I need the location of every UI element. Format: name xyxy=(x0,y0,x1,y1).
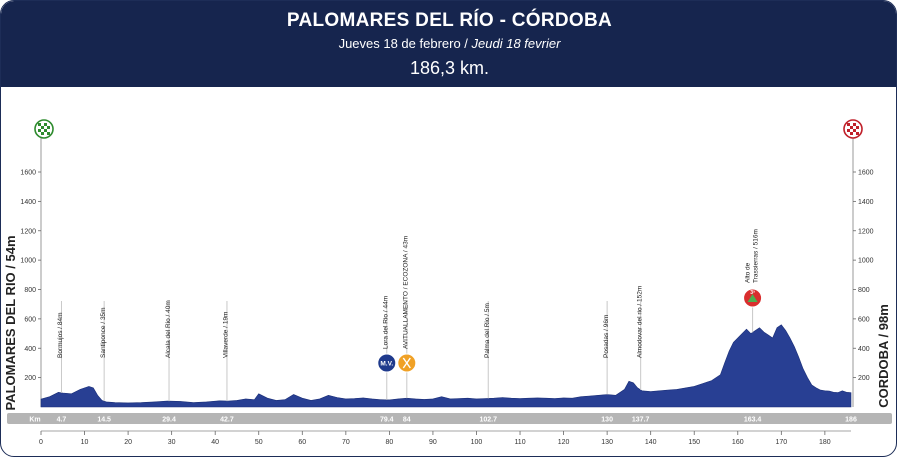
x-tick-label: 40 xyxy=(211,439,219,446)
y-tick-label-left: 1400 xyxy=(20,199,36,206)
point-name-label: Santiponce / 35m xyxy=(100,307,107,358)
start-flag-icon xyxy=(34,119,54,139)
climb-badge-text: 3ª xyxy=(750,290,755,296)
route-point: 186 xyxy=(845,417,857,424)
route-point: 79.4 Lora del Rio / 44m M.V. xyxy=(377,296,397,424)
x-tick-label: 150 xyxy=(688,439,700,446)
y-tick-label-right: 600 xyxy=(858,316,870,323)
y-tick-label-left: 600 xyxy=(24,316,36,323)
km-marker-label: 102.7 xyxy=(479,417,497,424)
point-name-label: AVITUALLAMENTO / ECOZONA / 43m xyxy=(403,236,410,349)
stage-date-es: Jueves 18 de febrero / xyxy=(338,36,468,51)
sprint-badge-text: M.V. xyxy=(380,361,393,368)
x-tick-label: 60 xyxy=(298,439,306,446)
x-tick-label: 120 xyxy=(558,439,570,446)
intermediate-sprint-icon xyxy=(377,353,397,373)
route-point: 137.7 Almodovar del rio / 152m xyxy=(632,286,650,424)
x-tick-label: 30 xyxy=(168,439,176,446)
stage-header: PALOMARES DEL RÍO - CÓRDOBA Jueves 18 de… xyxy=(1,1,896,87)
finish-flag-icon xyxy=(843,119,863,139)
y-tick-label-left: 1600 xyxy=(20,170,36,177)
y-tick-label-left: 400 xyxy=(24,346,36,353)
x-tick-label: 80 xyxy=(385,439,393,446)
x-tick-label: 70 xyxy=(342,439,350,446)
route-point: 102.7 Palma del Rio / 5m xyxy=(479,301,497,424)
point-name-label: Lora del Rio / 44m xyxy=(382,296,389,349)
point-name-label: Villaverde / 19m xyxy=(223,312,230,359)
x-tick-label: 140 xyxy=(645,439,657,446)
stage-date-fr: Jeudi 18 fevrier xyxy=(471,36,561,51)
km-marker-label: 14.5 xyxy=(97,417,111,424)
x-tick-label: 90 xyxy=(429,439,437,446)
km-bar-label: Km xyxy=(29,417,40,424)
km-marker-label: 29.4 xyxy=(162,417,176,424)
km-marker-label: 4.7 xyxy=(57,417,67,424)
km-marker-label: 137.7 xyxy=(632,417,650,424)
km-marker-label: 42.7 xyxy=(220,417,234,424)
km-bar xyxy=(7,413,892,424)
route-point: 29.4 Alcala del Rio / 40m xyxy=(162,300,176,423)
km-marker-label: 163.4 xyxy=(744,417,762,424)
y-tick-label-right: 1000 xyxy=(858,258,874,265)
x-tick-label: 100 xyxy=(471,439,483,446)
point-name-label: Bormujos / 84m xyxy=(57,312,64,358)
y-tick-label-left: 200 xyxy=(24,375,36,382)
y-tick-label-right: 1400 xyxy=(858,199,874,206)
x-tick-label: 20 xyxy=(124,439,132,446)
x-tick-label: 130 xyxy=(601,439,613,446)
route-point: 130 Posadas / 96m xyxy=(601,301,613,424)
stage-date: Jueves 18 de febrero / Jeudi 18 fevrier xyxy=(1,36,896,51)
y-tick-label-right: 800 xyxy=(858,287,870,294)
y-tick-label-left: 1200 xyxy=(20,228,36,235)
point-name-label: Alto de xyxy=(744,262,751,283)
x-tick-label: 10 xyxy=(81,439,89,446)
finish-location-label: CORDOBA / 98m xyxy=(876,304,891,408)
y-tick-label-right: 200 xyxy=(858,375,870,382)
y-tick-label-left: 1000 xyxy=(20,258,36,265)
point-name-label: Posadas / 96m xyxy=(603,315,610,358)
x-tick-label: 180 xyxy=(819,439,831,446)
km-marker-label: 186 xyxy=(845,417,857,424)
km-marker-label: 84 xyxy=(403,417,411,424)
y-tick-label-right: 1600 xyxy=(858,170,874,177)
y-tick-label-right: 1200 xyxy=(858,228,874,235)
point-name-label: Almodovar del rio / 152m xyxy=(636,286,643,358)
y-tick-label-left: 800 xyxy=(24,287,36,294)
stage-title: PALOMARES DEL RÍO - CÓRDOBA xyxy=(286,10,613,31)
point-name-label: Alcala del Rio / 40m xyxy=(165,300,172,358)
start-location-label: PALOMARES DEL RIO / 54m xyxy=(3,235,18,411)
route-point: 84 AVITUALLAMENTO / ECOZONA / 43m xyxy=(397,236,417,424)
elevation-profile-area xyxy=(40,324,852,408)
x-tick-label: 0 xyxy=(39,439,43,446)
x-tick-label: 110 xyxy=(514,439,525,446)
route-point: 42.7 Villaverde / 19m xyxy=(220,301,234,424)
route-point: 4.7 Bormujos / 84m xyxy=(57,301,67,424)
route-point: 14.5 Santiponce / 35m xyxy=(97,301,111,424)
x-tick-label: 170 xyxy=(775,439,787,446)
stage-distance: 186,3 km. xyxy=(409,58,490,78)
y-tick-label-right: 400 xyxy=(858,346,870,353)
point-name-label: Trassierras / 516m xyxy=(752,229,759,283)
route-point: 163.4 Alto de Trassierras / 516m 3ª xyxy=(743,229,763,424)
x-tick-label: 160 xyxy=(732,439,744,446)
km-marker-label: 79.4 xyxy=(380,417,394,424)
x-tick-label: 50 xyxy=(255,439,263,446)
point-name-label: Palma del Rio / 5m xyxy=(484,303,491,358)
km-marker-label: 130 xyxy=(601,417,613,424)
